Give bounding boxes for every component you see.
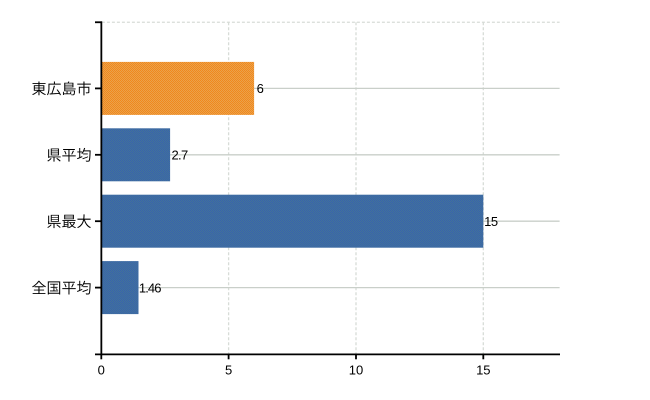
svg-text:1.46: 1.46 [139, 280, 161, 295]
svg-text:0: 0 [98, 363, 105, 378]
svg-text:15: 15 [476, 363, 490, 378]
svg-text:15: 15 [484, 214, 498, 229]
svg-text:5: 5 [225, 363, 232, 378]
svg-text:6: 6 [257, 81, 264, 96]
svg-text:2.7: 2.7 [172, 148, 188, 163]
svg-text:10: 10 [349, 363, 363, 378]
